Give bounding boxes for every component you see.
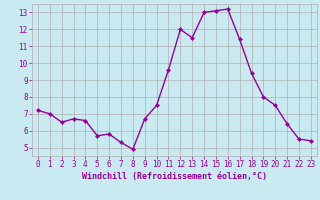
X-axis label: Windchill (Refroidissement éolien,°C): Windchill (Refroidissement éolien,°C) [82, 172, 267, 181]
